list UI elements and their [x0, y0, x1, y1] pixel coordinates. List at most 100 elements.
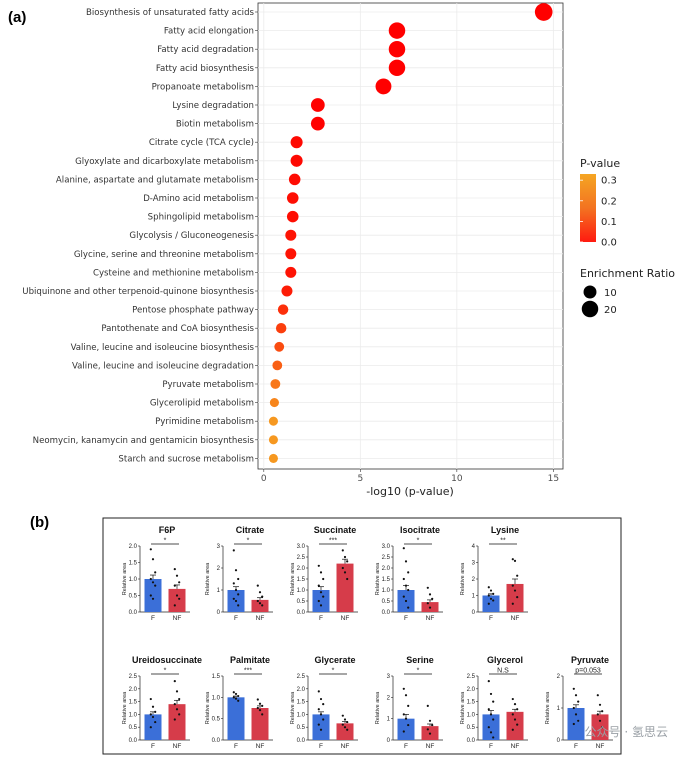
subplot-title: Serine: [406, 655, 434, 665]
y-tick-label: 1.5: [467, 700, 476, 706]
y-tick-label: 0.5: [297, 725, 306, 731]
bubble-point: [277, 304, 289, 315]
panel-b-frame: [102, 517, 622, 755]
subplot-title: Citrate: [236, 525, 265, 535]
sample-point: [404, 560, 408, 563]
y-tick-label: 4: [472, 544, 476, 550]
sample-point: [319, 571, 323, 574]
significance-label: ***: [244, 668, 252, 675]
sample-point: [431, 597, 434, 600]
sample-point: [322, 718, 325, 721]
sample-point: [173, 718, 176, 721]
y-tick-label: 1.5: [297, 700, 306, 706]
sample-point: [572, 687, 575, 690]
bubble-point: [290, 154, 303, 167]
y-tick-label: 0.5: [212, 717, 221, 723]
sample-point: [601, 726, 604, 729]
bubble-point: [288, 173, 301, 186]
sample-point: [237, 593, 240, 596]
sample-point: [256, 698, 259, 701]
p-value-legend: P-value 0.3 0.2 0.1 0.0: [580, 157, 620, 249]
y-tick-label: 2.5: [297, 674, 306, 680]
sample-point: [154, 571, 157, 574]
sample-point: [149, 548, 152, 551]
sample-point: [516, 708, 519, 711]
y-axis-label: Relative area: [290, 691, 296, 724]
sample-point: [237, 694, 240, 698]
subplot-title: Succinate: [314, 525, 357, 535]
y-tick-label: 2.5: [467, 674, 476, 680]
pathway-label: Fatty acid elongation: [164, 27, 254, 37]
sample-point: [407, 704, 410, 707]
y-tick-label: 1.0: [129, 577, 138, 583]
x-category-label: NF: [426, 743, 435, 750]
y-tick-label: 1.0: [129, 712, 138, 718]
sample-point: [322, 703, 325, 706]
sample-point: [175, 594, 179, 597]
subplot-title: Glycerol: [487, 655, 523, 665]
sample-point: [178, 697, 181, 701]
sample-point: [487, 594, 490, 597]
pathway-label: Citrate cycle (TCA cycle): [149, 138, 254, 148]
sample-point: [487, 726, 490, 729]
sample-point: [487, 708, 490, 711]
bar-f: [397, 718, 415, 740]
sample-point: [258, 702, 262, 705]
bubble-point: [388, 40, 406, 58]
pathway-label: Biosynthesis of unsaturated fatty acids: [86, 8, 255, 18]
y-tick-label: 0.0: [382, 610, 391, 616]
y-tick-label: 1.0: [467, 712, 476, 718]
y-tick-label: 1: [217, 588, 221, 594]
sample-point: [407, 571, 410, 574]
sample-point: [404, 584, 408, 587]
bubble-point: [375, 78, 392, 95]
x-category-label: NF: [256, 615, 265, 622]
sample-point: [173, 568, 176, 571]
sample-point: [487, 602, 490, 605]
sample-point: [234, 599, 238, 603]
significance-label: N.S: [497, 668, 509, 675]
sample-point: [596, 713, 599, 716]
subplot-title: F6P: [159, 525, 176, 535]
x-category-label: NF: [173, 615, 182, 622]
bubble-point: [268, 435, 278, 445]
significance-label: *: [164, 668, 167, 675]
sample-point: [319, 713, 323, 716]
sample-point: [178, 713, 181, 716]
sample-point: [341, 566, 344, 570]
sample-point: [407, 606, 410, 609]
sample-point: [511, 728, 514, 731]
p-value-colorbar: [580, 174, 596, 242]
sample-point: [151, 597, 155, 600]
sample-point: [322, 577, 325, 581]
subplot-palmitate: Palmitate 0.0 0.5 1.0 1.5 Relative area F NF ***: [205, 655, 273, 750]
subplot-title: Isocitrate: [400, 525, 440, 535]
bar-nf: [506, 711, 524, 740]
subplot-f6p: F6P 0.0 0.5 1.0 1.5 2.0 Relative area F NF *: [122, 525, 190, 622]
sample-point: [232, 582, 235, 585]
x-category-label: F: [151, 615, 155, 622]
bar-nf: [591, 714, 609, 740]
y-tick-label: 3.0: [382, 544, 391, 550]
y-tick-label: 2.5: [297, 555, 306, 561]
y-tick-label: 2.0: [467, 687, 476, 693]
sample-point: [402, 730, 405, 733]
sample-point: [232, 549, 235, 552]
sample-point: [489, 713, 493, 716]
subplot-title: Pyruvate: [571, 655, 609, 665]
bubble-point: [285, 248, 297, 260]
sample-point: [343, 718, 347, 721]
y-tick-label: 1: [387, 717, 391, 723]
pathway-label: Biotin metabolism: [176, 120, 254, 130]
sample-point: [256, 584, 259, 587]
sample-point: [149, 726, 152, 729]
bar-nf: [336, 563, 354, 612]
size-legend-dot: [581, 300, 599, 318]
sample-point: [261, 604, 264, 607]
bar-nf: [336, 723, 354, 740]
x-axis-ticks: 0 5 10 15: [261, 469, 559, 484]
y-tick-label: 2.0: [297, 566, 306, 572]
sample-point: [513, 718, 517, 721]
y-tick-label: 1.5: [297, 577, 306, 583]
